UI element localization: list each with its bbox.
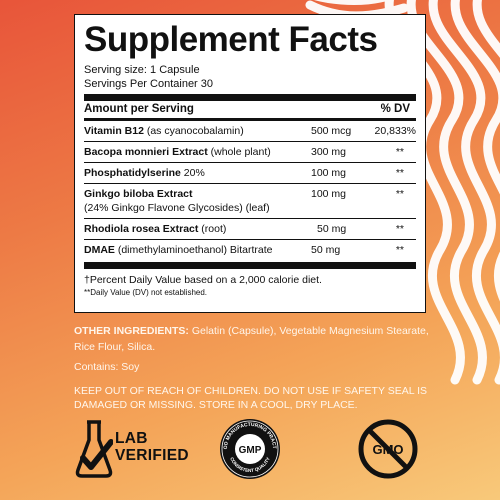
lab-line-2: VERIFIED <box>115 447 189 464</box>
other-ingredients: OTHER INGREDIENTS: Gelatin (Capsule), Ve… <box>74 323 434 355</box>
panel-title: Supplement Facts <box>84 20 378 59</box>
ingredient-amount: 500 mcg <box>311 125 352 137</box>
ingredient-dv: ** <box>395 223 404 235</box>
table-row: Phosphatidylserine 20% 100 mg ** <box>84 163 416 184</box>
table-row: Vitamin B12 (as cyanocobalamin) 500 mcg … <box>84 121 416 142</box>
flask-check-icon <box>75 420 113 478</box>
ingredient-detail: (dimethylaminoethanol) Bitartrate <box>114 244 273 256</box>
table-row: Bacopa monnieri Extract (whole plant) 30… <box>84 142 416 163</box>
ingredient-dv: ** <box>395 244 404 256</box>
ingredient-detail: 20% <box>180 167 205 179</box>
servings-per-container: Servings Per Container 30 <box>84 78 214 90</box>
divider-thick <box>84 262 416 269</box>
ingredient-dv: ** <box>395 188 404 200</box>
supplement-facts-panel: Supplement Facts Serving size: 1 Capsule… <box>74 14 426 313</box>
ingredient-detail: (whole plant) <box>207 146 271 158</box>
table-row: DMAE (dimethylaminoethanol) Bitartrate 5… <box>84 240 416 260</box>
table-row: Rhodiola rosea Extract (root) 50 mg ** <box>84 219 416 240</box>
table-header: Amount per Serving % DV <box>84 101 416 118</box>
allergen-statement: Contains: Soy <box>74 361 140 373</box>
ingredient-name: Bacopa monnieri Extract <box>84 146 208 158</box>
lab-verified-badge: LAB VERIFIED <box>75 420 195 480</box>
ingredient-name: Phosphatidylserine <box>84 167 181 179</box>
ingredient-amount: 100 mg <box>311 167 347 179</box>
gmp-seal-icon: GOOD MANUFACTURING PRACTICE CONSISTENT Q… <box>218 417 280 479</box>
ingredient-amount: 100 mg <box>311 188 347 200</box>
header-dv: % DV <box>380 103 410 115</box>
ingredient-dv: ** <box>395 167 404 179</box>
divider-thick <box>84 94 416 101</box>
other-ingredients-label: OTHER INGREDIENTS: <box>74 325 189 337</box>
ingredient-name: DMAE <box>84 244 115 256</box>
ingredient-dv: ** <box>395 146 404 158</box>
ingredient-detail: (root) <box>198 223 227 235</box>
ingredient-amount: 50 mg <box>317 223 347 235</box>
ingredient-dv: 20,833% <box>374 125 416 137</box>
ingredient-detail: (24% Ginkgo Flavone Glycosides) (leaf) <box>84 202 270 214</box>
footnote-not-established: **Daily Value (DV) not established. <box>84 288 208 297</box>
no-gmo-icon: GMO <box>358 419 418 479</box>
ingredient-amount: 300 mg <box>311 146 347 158</box>
header-amount: Amount per Serving <box>84 103 194 115</box>
ingredient-name: Ginkgo biloba Extract <box>84 188 193 200</box>
gmo-text: GMO <box>372 442 403 457</box>
ingredient-name: Vitamin B12 <box>84 125 144 137</box>
footnote-daily-value: †Percent Daily Value based on a 2,000 ca… <box>84 274 322 286</box>
lab-verified-text: LAB VERIFIED <box>115 430 189 464</box>
serving-size: Serving size: 1 Capsule <box>84 64 200 76</box>
ingredient-amount: 50 mg <box>311 244 341 256</box>
ingredient-detail: (as cyanocobalamin) <box>143 125 244 137</box>
table-row: Ginkgo biloba Extract (24% Ginkgo Flavon… <box>84 184 416 219</box>
other-ingredients-text: Gelatin (Capsule), Vegetable Magnesium S… <box>74 325 429 353</box>
warning-text: KEEP OUT OF REACH OF CHILDREN. DO NOT US… <box>74 385 427 411</box>
gmp-center-text: GMP <box>239 445 262 456</box>
ingredient-name: Rhodiola rosea Extract <box>84 223 199 235</box>
lab-line-1: LAB <box>115 430 148 447</box>
divider-mid <box>84 118 416 121</box>
